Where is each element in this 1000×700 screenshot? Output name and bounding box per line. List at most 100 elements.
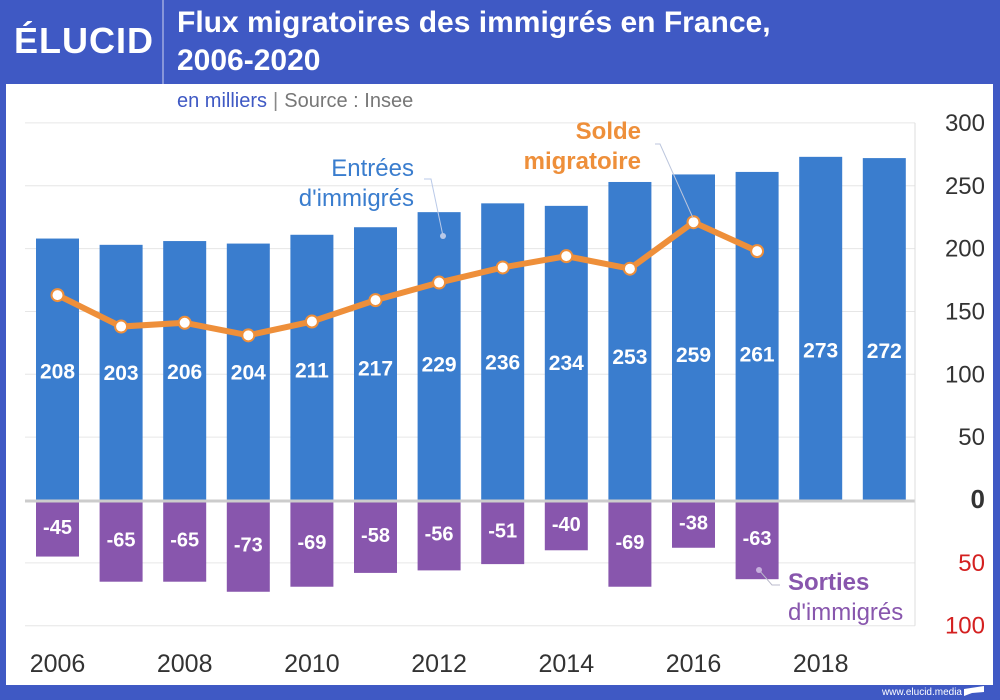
entrees-annotation-line2: d'immigrés (299, 185, 414, 212)
y-axis-ticks: 300 250 200 150 100 50 0 50 100 (945, 110, 985, 640)
entrees-bar (290, 234, 334, 500)
solde-point (241, 328, 256, 343)
sorties-leader-line (758, 569, 780, 586)
x-tick-label: 2010 (284, 650, 340, 678)
y-tick-label: 50 (958, 424, 985, 451)
annotations: Entrées d'immigrés Solde migratoire Sorties d… (299, 118, 904, 626)
entrees-value-label: 203 (104, 362, 139, 385)
entrees-value-label: 261 (740, 343, 775, 366)
sorties-bar (417, 502, 461, 571)
sorties-bar (672, 502, 715, 548)
chart-title-line2: 2006-2020 (177, 44, 321, 77)
entrees-bar (735, 171, 779, 500)
entrees-bars (36, 156, 906, 501)
header-band: ÉLUCID Flux migratoires des immigrés en … (0, 0, 1000, 84)
entrees-value-label: 234 (549, 352, 584, 375)
sorties-value-label: -65 (107, 529, 136, 551)
solde-point (495, 260, 510, 275)
x-tick-label: 2014 (538, 650, 594, 678)
sorties-value-label: -65 (170, 529, 199, 551)
y-tick-label: 300 (945, 110, 985, 137)
entrees-leader-line (424, 178, 444, 237)
x-tick-label: 2008 (157, 650, 213, 678)
x-tick-label: 2016 (666, 650, 722, 678)
y-tick-label: 100 (945, 613, 985, 640)
entrees-value-label: 273 (803, 340, 838, 363)
sorties-bar (544, 502, 588, 551)
x-tick-label: 2012 (411, 650, 467, 678)
entrees-value-label: 253 (612, 346, 647, 369)
solde-point (622, 261, 637, 276)
y-tick-label: 0 (971, 484, 985, 514)
sorties-annotation-line1: Sorties (788, 569, 869, 596)
chart-title-line1: Flux migratoires des immigrés en France, (177, 6, 771, 39)
solde-point (432, 275, 447, 290)
sorties-value-label: -63 (743, 528, 772, 550)
entrees-value-label: 236 (485, 351, 520, 374)
header-divider (162, 0, 164, 84)
entrees-bar (481, 203, 525, 500)
sorties-value-label: -51 (488, 521, 517, 543)
entrees-value-label: 229 (422, 354, 457, 377)
x-tick-label: 2018 (793, 650, 849, 678)
solde-point (114, 319, 129, 334)
source-label: Source : Insee (284, 90, 414, 112)
sorties-bar (36, 502, 79, 557)
y-tick-label: 200 (945, 236, 985, 263)
elucid-logo: ÉLUCID (14, 20, 154, 61)
sorties-value-label: -69 (615, 532, 644, 554)
solde-point (368, 293, 383, 308)
entrees-bar (354, 227, 397, 500)
solde-point (559, 249, 574, 264)
sorties-bar (354, 502, 397, 573)
solde-point (177, 315, 192, 330)
solde-point (50, 288, 65, 303)
solde-line (50, 215, 765, 343)
entrees-value-label: 206 (167, 361, 202, 384)
solde-annotation-line1: Solde (576, 118, 641, 145)
y-tick-label: 100 (945, 361, 985, 388)
y-tick-label: 50 (958, 550, 985, 577)
entrees-value-label: 204 (231, 362, 266, 385)
gridlines (25, 122, 915, 627)
solde-point (304, 314, 319, 329)
sorties-value-label: -40 (552, 514, 581, 536)
sorties-annotation-line2: d'immigrés (788, 599, 903, 626)
sorties-bar (99, 502, 143, 582)
sorties-bar (226, 502, 270, 592)
sorties-bar (608, 502, 652, 587)
y-tick-label: 150 (945, 298, 985, 325)
x-tick-label: 2006 (30, 650, 86, 678)
sorties-bar (735, 502, 779, 580)
sorties-bar (481, 502, 525, 565)
entrees-value-label: 272 (867, 340, 902, 363)
sorties-bar (163, 502, 207, 582)
solde-point (750, 244, 765, 259)
entrees-bar (226, 243, 270, 500)
entrees-bar (799, 156, 843, 501)
y-tick-label: 250 (945, 173, 985, 200)
solde-leader-line (655, 143, 694, 219)
subtitle-separator: | (273, 90, 279, 112)
sorties-value-label: -69 (297, 532, 326, 554)
sorties-value-label: -38 (679, 513, 708, 535)
solde-annotation-line2: migratoire (524, 148, 641, 175)
entrees-value-labels: 208 203 206 204 211 217 229 236 234 253 259 261 273 2… (40, 340, 902, 385)
sorties-value-label: -73 (234, 534, 263, 556)
unit-label: en milliers (177, 90, 268, 112)
entrees-value-label: 217 (358, 358, 393, 381)
entrees-bar (163, 241, 207, 501)
sorties-value-label: -58 (361, 525, 390, 547)
solde-point (686, 215, 701, 230)
entrees-value-label: 259 (676, 344, 711, 367)
chart-title: Flux migratoires des immigrés en France,… (177, 4, 977, 80)
solde-line-path (56, 219, 759, 339)
entrees-bar (99, 244, 143, 500)
sorties-value-labels: -45 -65 -65 -73 -69 -58 -56 -51 -40 -69 -38 -63 (43, 513, 772, 557)
footer-url[interactable]: www.elucid.media (881, 687, 962, 698)
sorties-value-label: -56 (425, 524, 454, 546)
chart-subtitle: en milliers | Source : Insee (177, 90, 413, 113)
sorties-value-label: -45 (43, 517, 72, 539)
sorties-leader-dot (756, 567, 762, 573)
